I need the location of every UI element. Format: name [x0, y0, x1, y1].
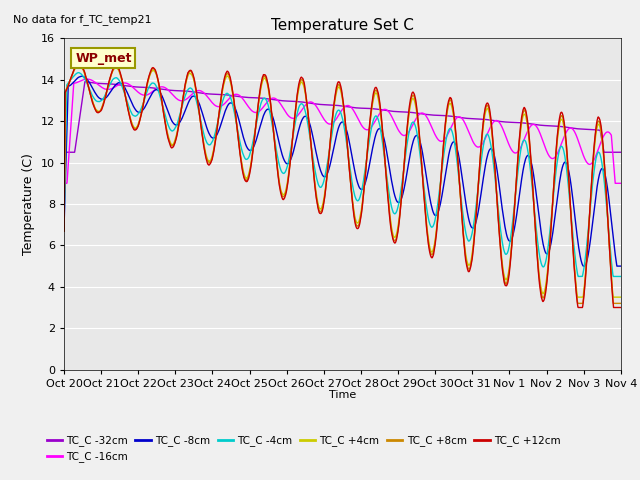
TC_C +8cm — [331, 95, 339, 100]
TC_C -4cm — [574, 274, 582, 279]
TC_C +4cm — [89, 99, 97, 105]
TC_C +12cm — [331, 93, 339, 99]
TC_C -8cm — [601, 171, 609, 177]
TC_C -32cm — [499, 119, 506, 125]
TC_C -8cm — [316, 167, 324, 172]
TC_C -4cm — [89, 93, 97, 99]
TC_C +4cm — [617, 294, 625, 300]
TC_C +12cm — [574, 305, 582, 311]
TC_C +12cm — [601, 168, 609, 174]
Legend: TC_C -32cm, TC_C -16cm, TC_C -8cm, TC_C -4cm, TC_C +4cm, TC_C +8cm, TC_C +12cm: TC_C -32cm, TC_C -16cm, TC_C -8cm, TC_C … — [42, 431, 564, 467]
TC_C -4cm — [602, 188, 609, 194]
Line: TC_C -16cm: TC_C -16cm — [64, 79, 621, 183]
TC_C +4cm — [316, 206, 324, 212]
Line: TC_C -32cm: TC_C -32cm — [64, 82, 621, 152]
TC_C -8cm — [499, 209, 506, 215]
TC_C +8cm — [602, 173, 609, 179]
TC_C -16cm — [499, 126, 506, 132]
TC_C -8cm — [78, 73, 86, 79]
TC_C -16cm — [60, 180, 68, 186]
TC_C +8cm — [574, 300, 582, 306]
X-axis label: Time: Time — [329, 390, 356, 400]
TC_C -4cm — [601, 185, 609, 191]
TC_C +12cm — [89, 100, 97, 106]
TC_C +8cm — [617, 300, 625, 306]
TC_C +12cm — [74, 60, 82, 66]
TC_C -8cm — [60, 226, 68, 231]
TC_C +12cm — [499, 269, 506, 275]
Text: WP_met: WP_met — [75, 51, 132, 65]
TC_C -4cm — [316, 184, 324, 190]
TC_C -4cm — [60, 225, 68, 231]
TC_C -8cm — [89, 85, 97, 91]
TC_C +4cm — [601, 172, 609, 178]
Line: TC_C +8cm: TC_C +8cm — [64, 64, 621, 303]
Y-axis label: Temperature (C): Temperature (C) — [22, 153, 35, 255]
TC_C +12cm — [617, 305, 625, 311]
Line: TC_C +4cm: TC_C +4cm — [64, 65, 621, 297]
TC_C -32cm — [60, 149, 68, 155]
TC_C -32cm — [316, 102, 324, 108]
TC_C +8cm — [89, 99, 97, 105]
TC_C +12cm — [316, 211, 324, 216]
TC_C -32cm — [617, 149, 625, 155]
TC_C +4cm — [499, 264, 506, 270]
TC_C -32cm — [601, 149, 609, 155]
TC_C +4cm — [602, 176, 609, 182]
TC_C +12cm — [602, 172, 609, 178]
TC_C +4cm — [60, 228, 68, 234]
TC_C -16cm — [331, 118, 339, 123]
TC_C -16cm — [83, 76, 91, 82]
TC_C -16cm — [316, 110, 324, 116]
TC_C -32cm — [601, 149, 609, 155]
TC_C -8cm — [617, 263, 625, 269]
Title: Temperature Set C: Temperature Set C — [271, 18, 414, 33]
TC_C +8cm — [601, 169, 609, 175]
TC_C -16cm — [601, 131, 609, 137]
TC_C -32cm — [81, 79, 89, 84]
TC_C -16cm — [601, 132, 609, 137]
TC_C -32cm — [331, 102, 339, 108]
TC_C -4cm — [74, 70, 82, 75]
TC_C +8cm — [60, 228, 68, 234]
Line: TC_C -8cm: TC_C -8cm — [64, 76, 621, 266]
Line: TC_C +12cm: TC_C +12cm — [64, 63, 621, 308]
TC_C -4cm — [617, 274, 625, 279]
TC_C -8cm — [602, 172, 609, 178]
TC_C +8cm — [75, 61, 83, 67]
TC_C +8cm — [499, 267, 506, 273]
TC_C +4cm — [574, 294, 582, 300]
TC_C +4cm — [75, 62, 83, 68]
Line: TC_C -4cm: TC_C -4cm — [64, 72, 621, 276]
TC_C +4cm — [331, 97, 339, 103]
TC_C +12cm — [60, 228, 68, 234]
TC_C -4cm — [499, 242, 506, 248]
TC_C -8cm — [331, 139, 339, 144]
TC_C -16cm — [617, 180, 625, 186]
TC_C +8cm — [316, 209, 324, 215]
TC_C -4cm — [331, 115, 339, 120]
Text: No data for f_TC_temp21: No data for f_TC_temp21 — [13, 14, 152, 25]
TC_C -8cm — [580, 263, 588, 269]
TC_C -32cm — [89, 80, 97, 86]
TC_C -16cm — [89, 78, 97, 84]
